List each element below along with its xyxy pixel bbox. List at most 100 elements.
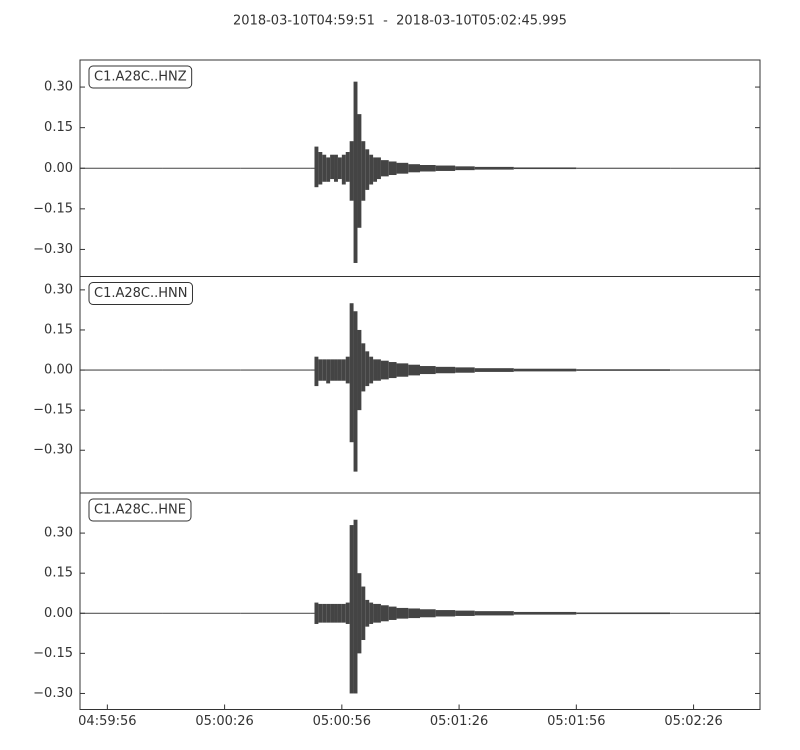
waveform-segment — [310, 167, 315, 169]
waveform-segment — [365, 351, 370, 387]
y-tick-label: −0.15 — [33, 646, 73, 661]
waveform-segment — [396, 363, 409, 377]
waveform-segment — [337, 359, 342, 381]
waveform-segment — [240, 167, 311, 169]
waveform-segment — [373, 603, 378, 623]
waveform-segment — [361, 586, 366, 641]
waveform-segment — [318, 359, 323, 381]
waveform-segment — [373, 157, 378, 182]
y-tick-label: −0.30 — [33, 443, 73, 458]
waveform-segment — [337, 157, 342, 180]
waveform-segment — [357, 329, 362, 411]
chart-title: 2018-03-10T04:59:51 - 2018-03-10T05:02:4… — [233, 14, 567, 29]
waveform-segment — [369, 154, 374, 185]
waveform-segment — [322, 154, 327, 182]
y-tick-label: −0.30 — [33, 686, 73, 701]
waveform-segment — [420, 165, 436, 172]
waveform-segment — [326, 157, 331, 182]
waveform-segment — [513, 368, 577, 372]
waveform-segment — [162, 612, 241, 614]
x-tick-label: 05:01:56 — [547, 714, 605, 729]
waveform-segment — [330, 603, 335, 623]
waveform-segment — [513, 611, 577, 615]
waveform-segment — [314, 356, 319, 387]
y-tick-label: −0.30 — [33, 242, 73, 257]
x-tick-label: 05:00:26 — [195, 714, 253, 729]
x-tick-label: 05:01:26 — [430, 714, 488, 729]
waveform-segment — [408, 608, 420, 619]
waveform-segment — [240, 612, 311, 614]
waveform-segment — [435, 610, 456, 617]
y-tick-label: 0.30 — [44, 282, 73, 297]
y-tick-label: −0.15 — [33, 201, 73, 216]
waveform-segment — [576, 369, 671, 371]
waveform-segment — [357, 114, 362, 228]
waveform-segment — [388, 606, 397, 620]
waveform-segment — [377, 359, 381, 381]
waveform-segment — [80, 612, 163, 614]
y-tick-label: −0.15 — [33, 403, 73, 418]
waveform-segment — [345, 152, 350, 182]
waveform-segment — [357, 573, 362, 654]
y-tick-label: 0.15 — [44, 566, 73, 581]
waveform-segment — [322, 603, 327, 623]
x-tick-label: 04:59:56 — [78, 714, 136, 729]
waveform-segment — [670, 167, 760, 169]
trace-label-box — [88, 498, 192, 522]
waveform-segment — [455, 166, 475, 171]
trace-label-box — [88, 282, 193, 305]
waveform-segment — [341, 359, 346, 381]
waveform-segment — [361, 141, 366, 201]
waveform-segment — [670, 612, 760, 614]
waveform-segment — [353, 519, 358, 694]
waveform-segment — [162, 369, 241, 371]
waveform-segment — [80, 369, 163, 371]
waveform-segment — [365, 599, 370, 627]
waveform-segment — [330, 359, 335, 381]
waveform-segment — [396, 162, 409, 174]
waveform-segment — [334, 359, 338, 381]
waveform-segment — [369, 602, 374, 624]
waveform-segment — [373, 359, 378, 381]
waveform-segment — [330, 154, 335, 180]
x-tick-label: 05:02:26 — [664, 714, 722, 729]
y-tick-label: 0.30 — [44, 80, 73, 95]
waveform-segment — [314, 146, 319, 188]
trace-label: C1.A28C..HNZ — [94, 70, 187, 85]
waveform-segment — [353, 81, 358, 263]
y-tick-label: 0.15 — [44, 322, 73, 337]
waveform-segment — [240, 369, 311, 371]
waveform-segment — [420, 366, 436, 375]
waveform-segment — [377, 157, 381, 180]
waveform-segment — [310, 369, 315, 371]
waveform-segment — [380, 360, 389, 380]
waveform-segment — [349, 525, 354, 694]
waveform-segment — [388, 161, 397, 176]
waveform-segment — [474, 368, 514, 372]
waveform-segment — [349, 141, 354, 201]
waveform-segment — [474, 611, 514, 616]
waveform-segment — [337, 603, 342, 623]
waveform-segment — [322, 359, 327, 381]
waveform-segment — [474, 166, 514, 170]
waveform-segment — [361, 343, 366, 392]
waveform-segment — [435, 165, 456, 171]
waveform-segment — [455, 610, 475, 616]
waveform-segment — [341, 154, 346, 185]
waveform-segment — [388, 362, 397, 379]
waveform-segment — [408, 164, 420, 173]
waveform-segment — [377, 603, 381, 623]
waveform-segment — [162, 167, 241, 169]
waveform-segment — [345, 602, 350, 624]
waveform-segment — [80, 167, 163, 169]
trace-label: C1.A28C..HNN — [94, 286, 187, 301]
waveform-segment — [369, 356, 374, 384]
waveform-segment — [576, 167, 671, 169]
waveform-segment — [314, 602, 319, 624]
waveform-segment — [334, 154, 338, 182]
waveform-segment — [326, 359, 331, 384]
waveform-segment — [435, 366, 456, 374]
waveform-segment — [420, 609, 436, 618]
